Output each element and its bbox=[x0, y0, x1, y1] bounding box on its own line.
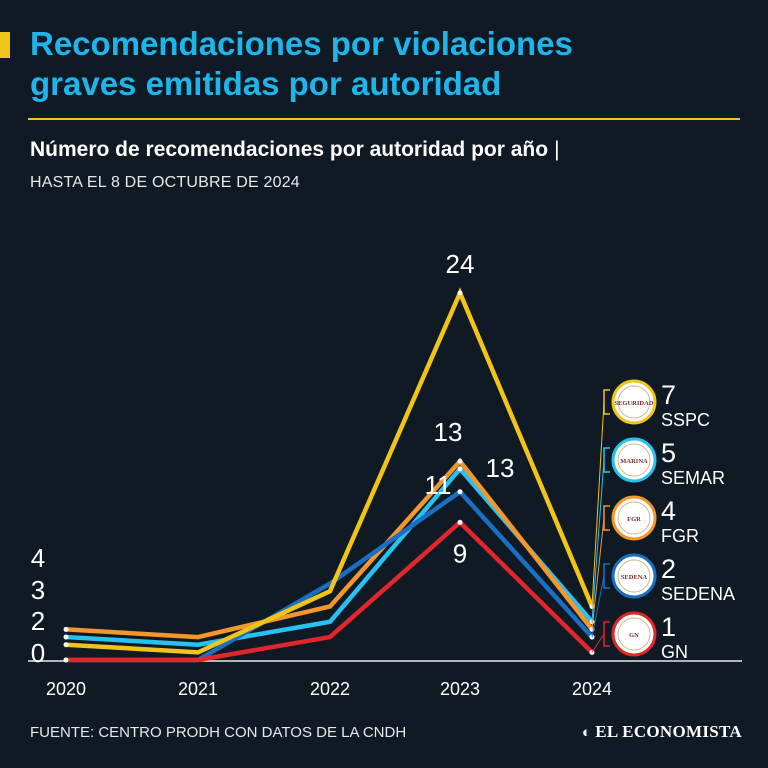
seal-text-gn: GN bbox=[629, 632, 639, 639]
legend-leader-sspc bbox=[591, 401, 605, 607]
point-fgr-2023 bbox=[457, 458, 463, 464]
series-line-sspc bbox=[63, 287, 595, 655]
legend-name-fgr: FGR bbox=[661, 526, 699, 546]
legend-value-sspc: 7 bbox=[661, 380, 676, 410]
series-line-fgr bbox=[63, 457, 595, 640]
seal-ring-fgr bbox=[617, 501, 651, 535]
data-label-sedena-2023: 11 bbox=[425, 470, 452, 500]
point-sspc-2023 bbox=[457, 290, 463, 296]
legend-name-sspc: SSPC bbox=[661, 410, 710, 430]
point-gn-2023 bbox=[457, 519, 463, 525]
legend-leader-gn bbox=[591, 633, 605, 653]
seal-icon-semar bbox=[611, 437, 657, 483]
data-label-sspc-2023: 24 bbox=[446, 249, 475, 279]
x-tick-label-2023: 2023 bbox=[440, 679, 480, 699]
subtitle-separator: | bbox=[554, 138, 560, 161]
data-label-semar-2020: 2 bbox=[31, 606, 45, 636]
data-label-fgr-2020: 3 bbox=[31, 575, 45, 605]
title-line-1: Recomendaciones por violaciones bbox=[30, 25, 573, 62]
seal-ring-sedena bbox=[617, 559, 651, 593]
seal-icon-fgr bbox=[611, 495, 657, 541]
legend-value-fgr: 4 bbox=[661, 496, 676, 526]
point-sspc-2020 bbox=[63, 642, 69, 648]
title-line-2: graves emitidas por autoridad bbox=[30, 65, 502, 102]
seal-icon-gn bbox=[611, 611, 657, 657]
seal-ring-semar bbox=[617, 443, 651, 477]
subtitle-text: Número de recomendaciones por autoridad … bbox=[30, 138, 549, 161]
legend-bracket-fgr bbox=[603, 505, 610, 531]
legend-bracket-sspc bbox=[603, 389, 610, 415]
legend-value-semar: 5 bbox=[661, 438, 676, 468]
point-semar-2020 bbox=[63, 634, 69, 640]
seal-ring-sspc bbox=[617, 385, 651, 419]
legend-bracket-sedena bbox=[603, 563, 610, 589]
point-fgr-2020 bbox=[63, 626, 69, 632]
brand-logo: ◐ EL ECONOMISTA bbox=[582, 722, 742, 742]
legend-leader-semar bbox=[591, 459, 605, 622]
date-note: HASTA EL 8 DE OCTUBRE DE 2024 bbox=[30, 174, 300, 191]
brand-mark-icon: ◐ bbox=[581, 725, 592, 741]
legend-name-semar: SEMAR bbox=[661, 468, 725, 488]
x-tick-label-2020: 2020 bbox=[46, 679, 86, 699]
seal-text-sspc: SEGURIDAD bbox=[614, 400, 653, 407]
legend-leader-sedena bbox=[591, 575, 605, 638]
legend-name-gn: GN bbox=[661, 642, 688, 662]
seal-ring-gn bbox=[617, 617, 651, 651]
point-semar-2023 bbox=[457, 466, 463, 472]
legend-name-sedena: SEDENA bbox=[661, 584, 735, 604]
point-sedena-2023 bbox=[457, 489, 463, 495]
data-label-semar-2023: 13 bbox=[486, 453, 515, 483]
legend-bracket-semar bbox=[603, 447, 610, 473]
data-label-gn-2023: 9 bbox=[453, 538, 467, 568]
data-label-sspc-2020: 4 bbox=[31, 543, 45, 573]
x-tick-label-2021: 2021 bbox=[178, 679, 218, 699]
seal-text-sedena: SEDENA bbox=[621, 574, 648, 581]
legend-value-gn: 1 bbox=[661, 612, 676, 642]
brand-name: EL ECONOMISTA bbox=[595, 722, 742, 741]
data-label-gn-2020: 0 bbox=[31, 638, 45, 668]
series-line-gn bbox=[63, 519, 595, 663]
data-label-fgr-2023: 13 bbox=[434, 417, 463, 447]
x-tick-label-2024: 2024 bbox=[572, 679, 612, 699]
source-note: FUENTE: CENTRO PRODH CON DATOS DE LA CND… bbox=[30, 724, 407, 741]
seal-text-fgr: FGR bbox=[627, 516, 641, 523]
seal-text-semar: MARINA bbox=[620, 458, 648, 465]
point-gn-2020 bbox=[63, 657, 69, 663]
legend-bracket-gn bbox=[603, 621, 610, 647]
page-title: Recomendaciones por violaciones graves e… bbox=[30, 24, 750, 104]
legend-leader-fgr bbox=[591, 517, 605, 630]
chart-subtitle: Número de recomendaciones por autoridad … bbox=[30, 138, 560, 162]
title-divider bbox=[28, 118, 740, 120]
legend-value-sedena: 2 bbox=[661, 554, 676, 584]
seal-icon-sedena bbox=[611, 553, 657, 599]
seal-icon-sspc bbox=[611, 379, 657, 425]
title-accent-bar bbox=[0, 32, 10, 58]
series-line-semar bbox=[63, 465, 595, 647]
x-tick-label-2022: 2022 bbox=[310, 679, 350, 699]
